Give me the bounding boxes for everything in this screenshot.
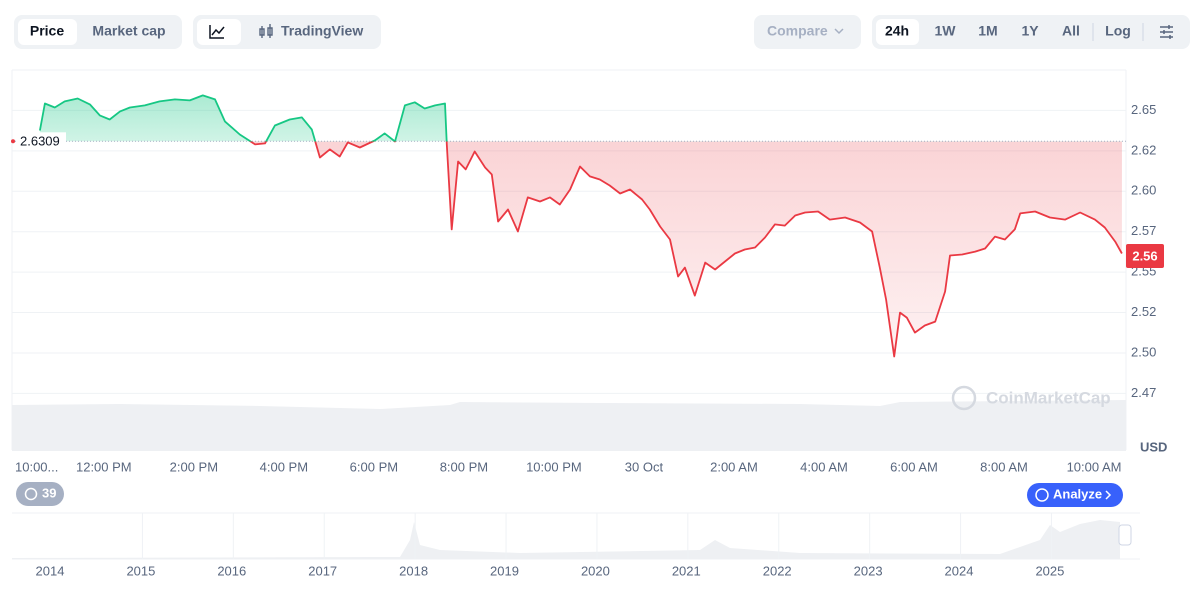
reference-dot: [11, 139, 15, 144]
analyze-icon: [1035, 488, 1049, 502]
range-group: [872, 15, 1190, 49]
x-tick-label: 30 Oct: [625, 459, 664, 474]
analyze-button[interactable]: [1027, 483, 1123, 507]
x-tick-label: 4:00 AM: [800, 459, 848, 474]
unit-label: USD: [1140, 439, 1167, 454]
line-icon: [209, 25, 225, 39]
navigator-year: 2018: [399, 563, 428, 578]
reference-label: 2.6309: [20, 134, 60, 149]
history-icon: [24, 487, 38, 501]
price-tag-label: 2.56: [1132, 248, 1157, 263]
navigator-year: 2014: [36, 563, 65, 578]
navigator-year: 2021: [672, 563, 701, 578]
range[interactable]: 1Y: [1021, 23, 1039, 39]
chevron: [834, 28, 844, 35]
volume-area: [12, 400, 1126, 451]
compare-label[interactable]: Compare: [767, 23, 828, 39]
settings-icon[interactable]: [1160, 25, 1173, 39]
x-tick-label: 12:00 PM: [76, 459, 132, 474]
x-tick-label: 4:00 PM: [260, 459, 308, 474]
price-area: [39, 95, 1122, 357]
range[interactable]: 24h: [885, 23, 909, 39]
y-tick-label: 2.50: [1131, 344, 1156, 359]
range[interactable]: All: [1062, 23, 1080, 39]
y-tick-label: 2.52: [1131, 304, 1156, 319]
reference-label-bg: [16, 132, 66, 151]
y-tick-label: 2.62: [1131, 142, 1156, 157]
log-button[interactable]: Log: [1105, 23, 1131, 39]
x-tick-label: 10:00 PM: [526, 459, 582, 474]
plot: 2.472.502.522.552.572.602.622.652.63092.…: [11, 94, 1164, 400]
range[interactable]: 1M: [978, 23, 997, 39]
navigator-area: [12, 520, 1120, 559]
x-tick-label: 6:00 AM: [890, 459, 938, 474]
navigator-year: 2017: [308, 563, 337, 578]
price-tag: [1126, 243, 1164, 268]
y-tick-label: 2.60: [1131, 183, 1156, 198]
x-tick-label: 8:00 PM: [440, 459, 488, 474]
navigator-handle[interactable]: [1118, 524, 1132, 546]
x-tick-label: 10:00 AM: [1067, 459, 1122, 474]
tab[interactable]: Market cap: [92, 23, 165, 39]
range-selected[interactable]: [876, 19, 919, 45]
navigator-year: 2023: [854, 563, 883, 578]
x-tick-label: 2:00 PM: [170, 459, 218, 474]
navigator: 2014 2015 2016 2017 2018 2019 2020 2021 2022 2023…: [36, 513, 1064, 578]
x-tick-label: 8:00 AM: [980, 459, 1028, 474]
range[interactable]: 1W: [935, 23, 957, 39]
navigator-year: 2020: [581, 563, 610, 578]
navigator-year: 2019: [490, 563, 519, 578]
price-line: [39, 94, 1123, 358]
watermark-logo: [951, 385, 977, 411]
watermark: CoinMarketCap: [986, 388, 1111, 407]
navigator-year: 2016: [217, 563, 246, 578]
history-badge[interactable]: [16, 482, 64, 506]
navigator-year: 2024: [945, 563, 974, 578]
history-count[interactable]: 39: [42, 485, 56, 500]
y-tick-label: 2.65: [1131, 102, 1156, 117]
tab-selected[interactable]: [18, 19, 77, 45]
x-tick-label: 10:00...: [15, 459, 58, 474]
navigator-year: 2022: [763, 563, 792, 578]
x-tick-label: 2:00 AM: [710, 459, 758, 474]
analyze-label[interactable]: Analyze: [1053, 486, 1102, 501]
x-tick-label: 6:00 PM: [350, 459, 398, 474]
y-tick-label: 2.57: [1131, 223, 1156, 238]
chevron: [1105, 490, 1112, 500]
y-tick-label: 2.47: [1131, 385, 1156, 400]
tab[interactable]: Price: [30, 23, 64, 39]
view-button[interactable]: TradingView: [281, 23, 363, 39]
compare-button[interactable]: [754, 15, 861, 49]
candle-icon: [259, 24, 273, 38]
navigator-year: 2015: [126, 563, 155, 578]
navigator-year: 2025: [1035, 563, 1064, 578]
